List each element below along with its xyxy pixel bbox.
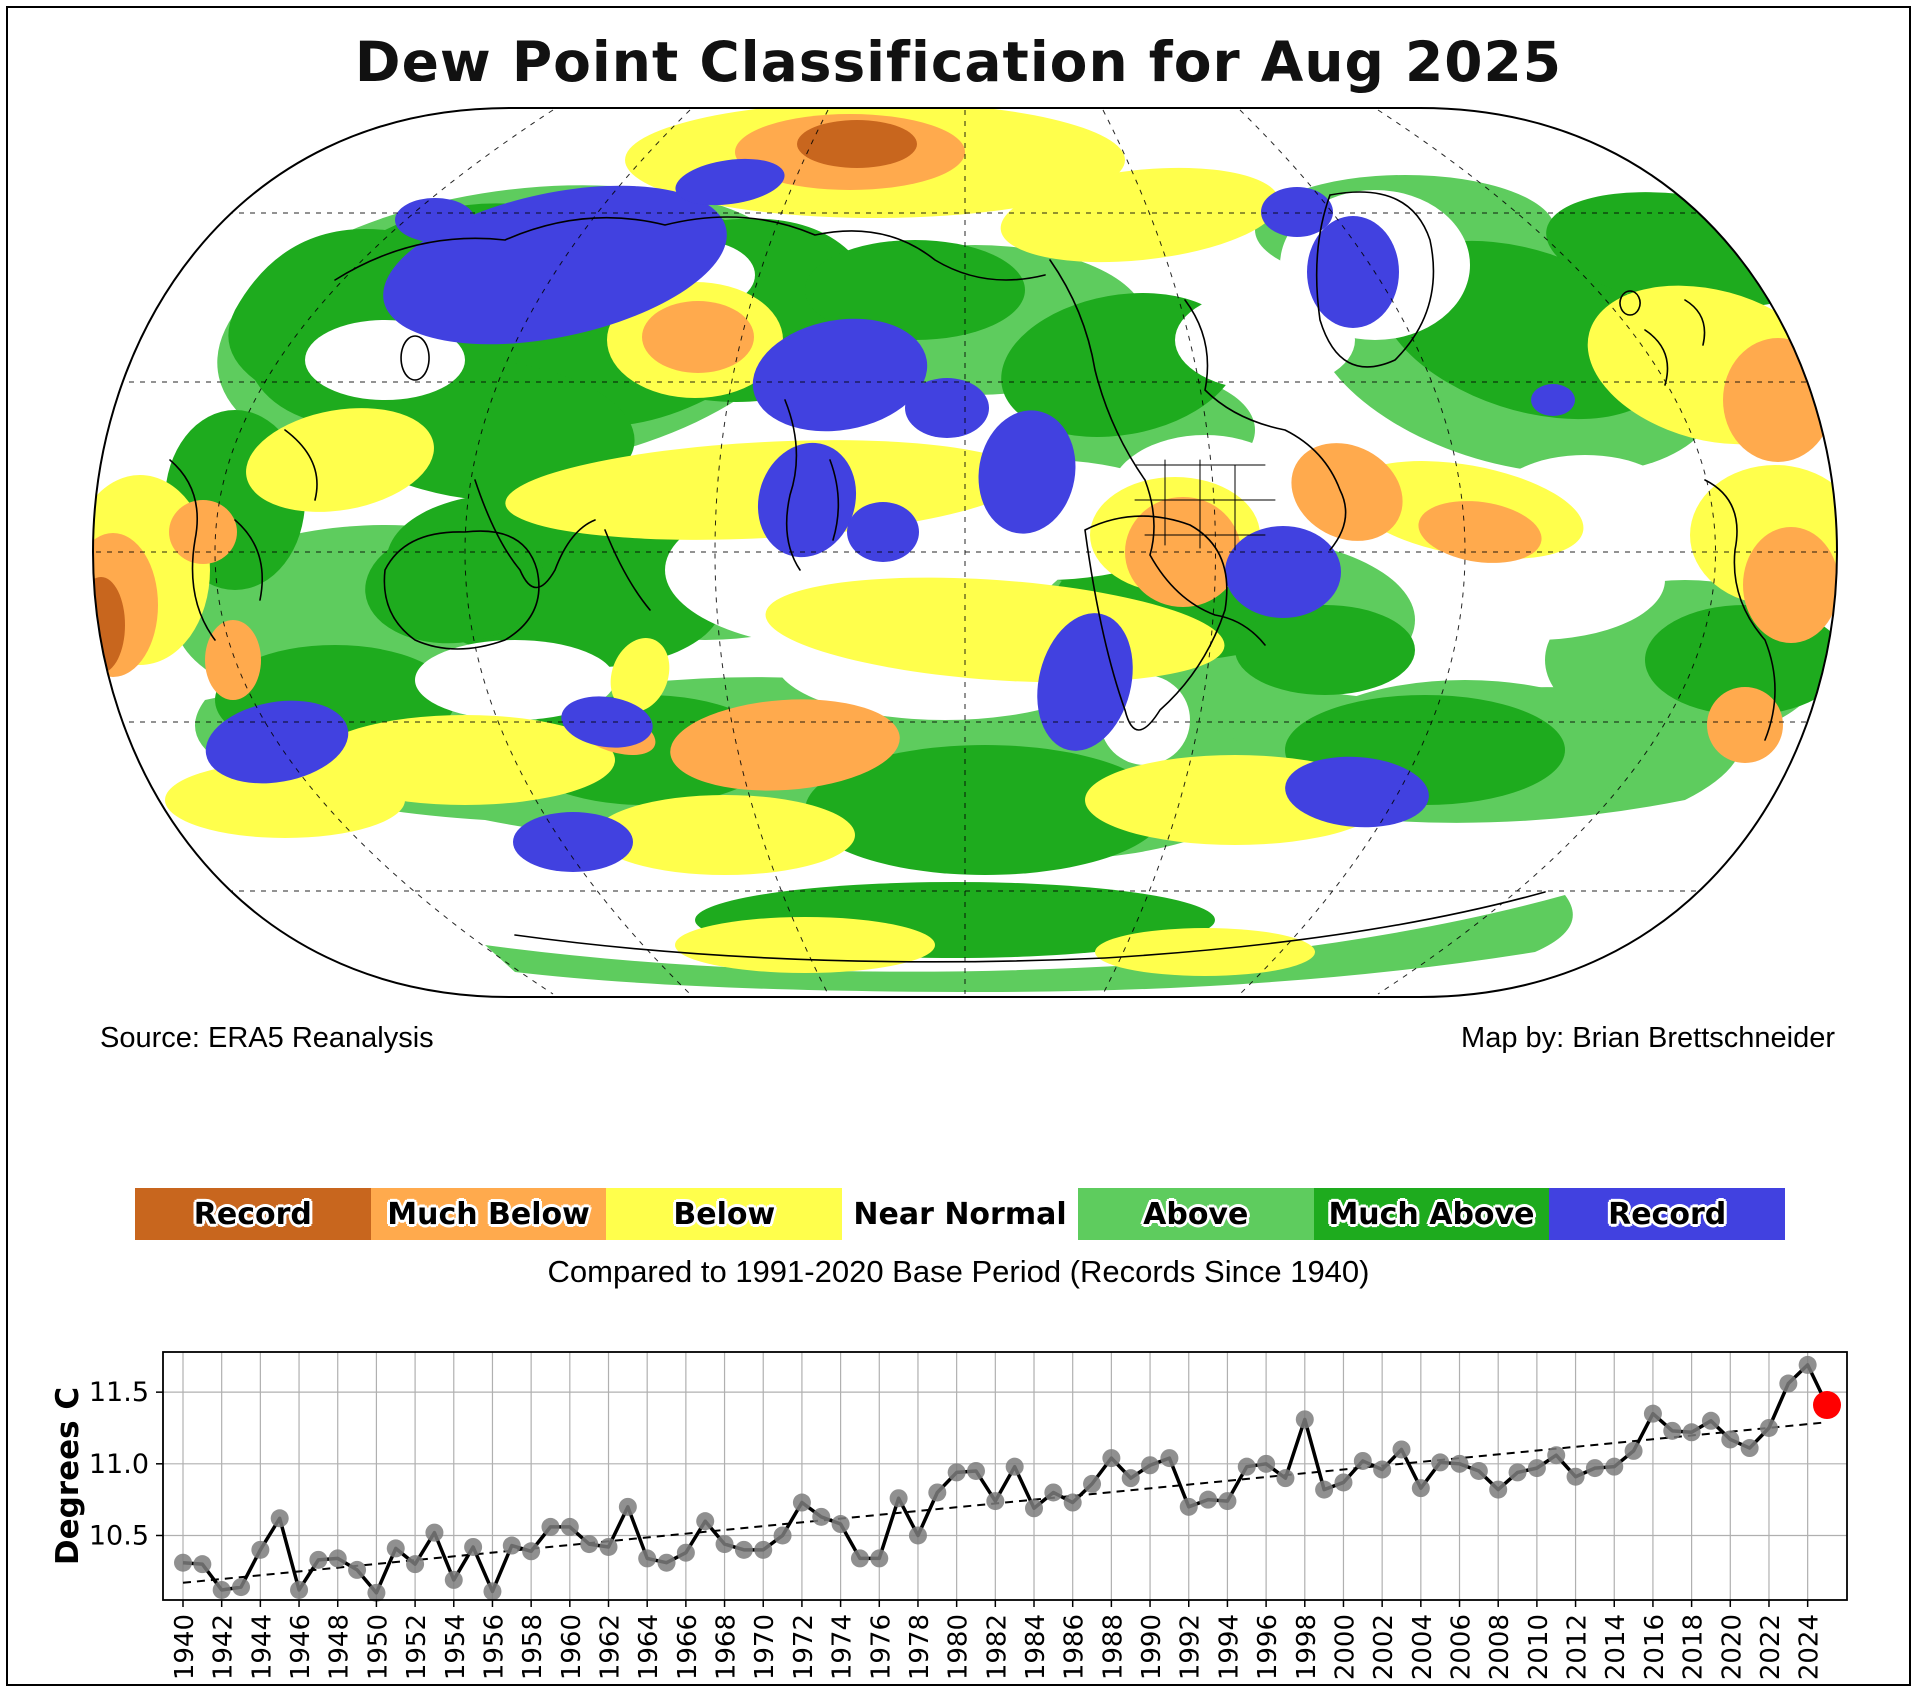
map-record-wet-regions	[205, 134, 1837, 872]
latest-point-marker	[1813, 1391, 1841, 1420]
svg-text:11.5: 11.5	[89, 1377, 149, 1408]
map-credit: Map by: Brian Brettschneider	[1461, 1022, 1835, 1054]
svg-text:1996: 1996	[1253, 1614, 1283, 1680]
legend-item-above: Above	[1077, 1188, 1314, 1240]
svg-text:2018: 2018	[1679, 1614, 1709, 1680]
svg-text:2014: 2014	[1601, 1614, 1631, 1680]
trend-line	[182, 1421, 1828, 1584]
svg-text:1950: 1950	[363, 1614, 393, 1680]
svg-text:2010: 2010	[1524, 1614, 1554, 1680]
svg-text:1958: 1958	[518, 1614, 548, 1680]
svg-text:10.5: 10.5	[89, 1520, 149, 1551]
page-title: Dew Point Classification for Aug 2025	[354, 30, 1563, 94]
svg-text:1976: 1976	[866, 1614, 896, 1680]
svg-text:2012: 2012	[1563, 1614, 1593, 1680]
svg-text:1990: 1990	[1137, 1614, 1167, 1680]
svg-text:2004: 2004	[1408, 1614, 1438, 1680]
axis-ticks-labels: 1940 1942 1944 1946 1948 1950 1952 1954 1956 1958…	[89, 1377, 1825, 1680]
y-axis-label: Degrees C	[50, 1387, 86, 1565]
world-map-svg	[91, 107, 1839, 998]
svg-text:1998: 1998	[1292, 1614, 1322, 1680]
svg-text:11.0: 11.0	[89, 1449, 149, 1480]
legend-caption: Compared to 1991-2020 Base Period (Recor…	[547, 1254, 1370, 1289]
legend-item-below: Below	[606, 1188, 843, 1240]
map-outline	[91, 107, 1839, 998]
legend-item-record: Record	[1549, 1188, 1786, 1240]
legend-item-near-normal: Near Normal	[842, 1188, 1078, 1240]
svg-text:2006: 2006	[1447, 1614, 1477, 1680]
svg-text:1978: 1978	[905, 1614, 935, 1680]
svg-text:2008: 2008	[1485, 1614, 1515, 1680]
dewpoint-trend-chart: 1940 1942 1944 1946 1948 1950 1952 1954 1956 1958…	[50, 1351, 1848, 1680]
series-markers	[174, 1355, 1817, 1602]
plot-border	[162, 1351, 1848, 1601]
svg-text:1992: 1992	[1176, 1614, 1206, 1680]
world-map	[85, 100, 1845, 1005]
svg-text:1956: 1956	[479, 1614, 509, 1680]
map-record-dry-regions	[93, 120, 917, 673]
svg-text:1964: 1964	[634, 1614, 664, 1680]
map-graticule	[93, 109, 1837, 995]
map-much-below-regions	[93, 114, 1837, 791]
svg-text:1974: 1974	[828, 1614, 858, 1680]
svg-text:1952: 1952	[402, 1614, 432, 1680]
svg-text:2020: 2020	[1717, 1614, 1747, 1680]
svg-text:1942: 1942	[209, 1614, 239, 1680]
svg-text:1944: 1944	[247, 1614, 277, 1680]
svg-text:1966: 1966	[673, 1614, 703, 1680]
svg-text:1988: 1988	[1098, 1614, 1128, 1680]
svg-text:2024: 2024	[1795, 1614, 1825, 1680]
svg-text:1954: 1954	[441, 1614, 471, 1680]
map-source: Source: ERA5 Reanalysis	[100, 1022, 434, 1054]
legend-item-record: Record	[135, 1188, 371, 1240]
svg-text:1986: 1986	[1060, 1614, 1090, 1680]
map-coastlines	[169, 191, 1776, 963]
svg-text:1940: 1940	[170, 1614, 200, 1680]
svg-text:2000: 2000	[1330, 1614, 1360, 1680]
legend-bar: Record Much Below Below Near Normal Above Muc…	[135, 1188, 1786, 1240]
svg-text:1960: 1960	[557, 1614, 587, 1680]
svg-text:1946: 1946	[286, 1614, 316, 1680]
svg-text:1968: 1968	[712, 1614, 742, 1680]
svg-text:1984: 1984	[1021, 1614, 1051, 1680]
legend-item-much-below: Much Below	[370, 1188, 607, 1240]
svg-text:1994: 1994	[1214, 1614, 1244, 1680]
svg-text:1948: 1948	[325, 1614, 355, 1680]
svg-text:1980: 1980	[944, 1614, 974, 1680]
svg-text:1972: 1972	[789, 1614, 819, 1680]
svg-text:1982: 1982	[982, 1614, 1012, 1680]
svg-text:1962: 1962	[596, 1614, 626, 1680]
svg-text:2016: 2016	[1640, 1614, 1670, 1680]
svg-text:2002: 2002	[1369, 1614, 1399, 1680]
legend-item-much-above: Much Above	[1313, 1188, 1550, 1240]
svg-text:1970: 1970	[750, 1614, 780, 1680]
svg-text:2022: 2022	[1756, 1614, 1786, 1680]
